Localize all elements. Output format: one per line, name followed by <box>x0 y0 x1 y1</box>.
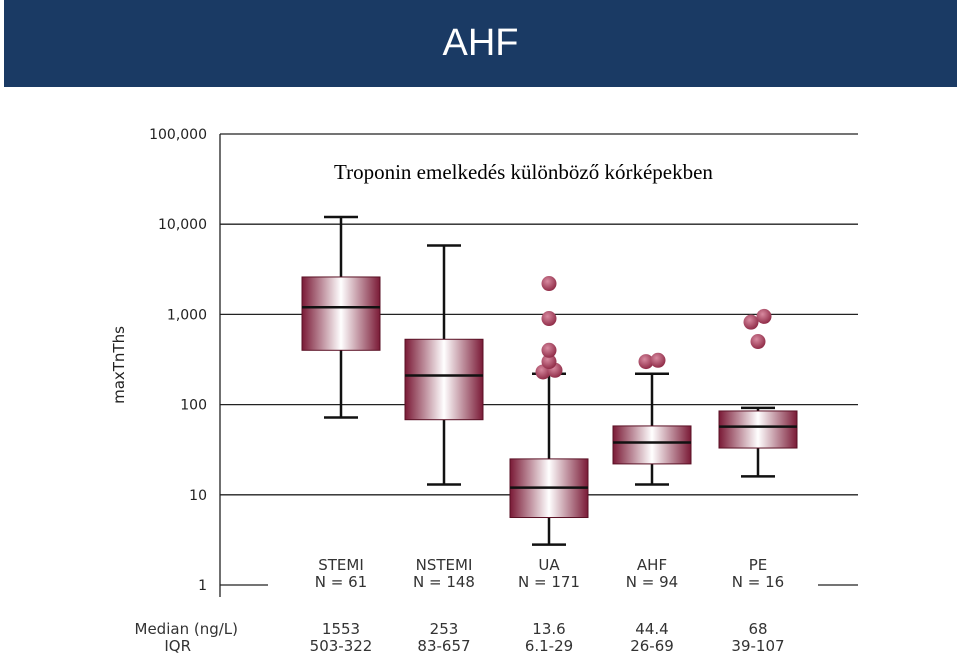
box-nstemi <box>404 244 484 486</box>
iqr-box <box>718 410 798 449</box>
box-pe <box>718 308 798 478</box>
median-row-label: Median (ng/L) <box>135 620 238 638</box>
box-stemi <box>301 215 381 419</box>
median-value: 44.4 <box>635 620 668 638</box>
n-label: N = 171 <box>518 573 580 591</box>
outlier-point <box>541 311 557 327</box>
outlier-point <box>638 354 654 370</box>
y-tick-label: 100,000 <box>149 127 207 143</box>
y-tick-label: 10,000 <box>158 217 207 233</box>
chart-title: Troponin emelkedés különböző kórképekben <box>332 160 715 185</box>
iqr-value: 26-69 <box>630 637 674 655</box>
iqr-box <box>612 425 692 465</box>
outlier-point <box>541 342 557 358</box>
iqr-value: 39-107 <box>731 637 784 655</box>
n-label: N = 16 <box>732 573 784 591</box>
median-value: 1553 <box>322 620 360 638</box>
box-ahf <box>612 352 692 486</box>
outlier-point <box>541 354 557 370</box>
category-label: PE <box>749 556 768 574</box>
outlier-point <box>650 352 666 368</box>
y-tick-label: 1 <box>198 578 207 594</box>
outlier-point <box>756 308 772 324</box>
median-value: 68 <box>748 620 767 638</box>
iqr-row-label: IQR <box>164 637 191 655</box>
iqr-value: 6.1-29 <box>525 637 573 655</box>
category-label: AHF <box>637 556 667 574</box>
y-axis-label: maxTnThs <box>110 326 128 404</box>
n-label: N = 61 <box>315 573 367 591</box>
iqr-value: 83-657 <box>417 637 470 655</box>
box-ua <box>509 276 589 546</box>
slide-header: AHF <box>4 0 957 87</box>
n-label: N = 148 <box>413 573 475 591</box>
iqr-box <box>404 338 484 421</box>
median-value: 13.6 <box>532 620 565 638</box>
y-tick-label: 10 <box>189 488 207 504</box>
y-tick-label: 100 <box>180 398 207 414</box>
category-label: NSTEMI <box>416 556 473 574</box>
outlier-point <box>541 276 557 292</box>
category-label: STEMI <box>318 556 364 574</box>
iqr-box <box>301 276 381 351</box>
y-tick-label: 1,000 <box>167 307 207 323</box>
n-label: N = 94 <box>626 573 678 591</box>
outlier-point <box>743 314 759 330</box>
slide-title: AHF <box>442 22 519 64</box>
category-label: UA <box>538 556 560 574</box>
median-value: 253 <box>430 620 459 638</box>
iqr-value: 503-322 <box>310 637 373 655</box>
outlier-point <box>750 334 766 350</box>
